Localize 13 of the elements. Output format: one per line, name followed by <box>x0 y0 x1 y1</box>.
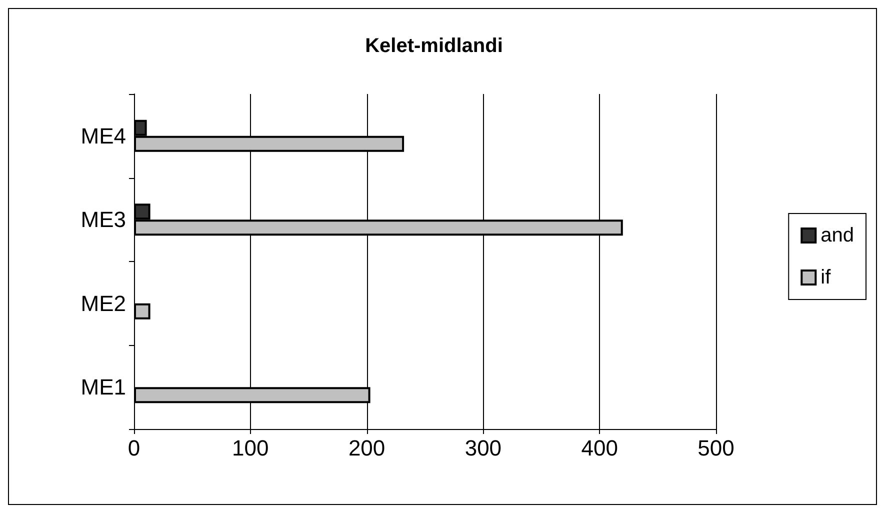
y-tick-label: ME1 <box>80 374 126 400</box>
y-tick-label: ME4 <box>80 123 126 148</box>
x-tick-label: 200 <box>348 436 386 460</box>
x-tick-label: 0 <box>128 436 140 460</box>
legend-label: and <box>820 224 854 246</box>
x-tick-label: 400 <box>581 436 618 460</box>
x-tick-label: 100 <box>232 436 269 460</box>
x-tick-label: 300 <box>464 436 502 460</box>
chart-title: Kelet-midlandi <box>365 35 503 57</box>
y-tick-label: ME3 <box>80 207 126 232</box>
y-tick-label: ME2 <box>80 290 126 316</box>
legend-label: if <box>820 266 832 288</box>
x-tick-label: 500 <box>698 436 734 460</box>
